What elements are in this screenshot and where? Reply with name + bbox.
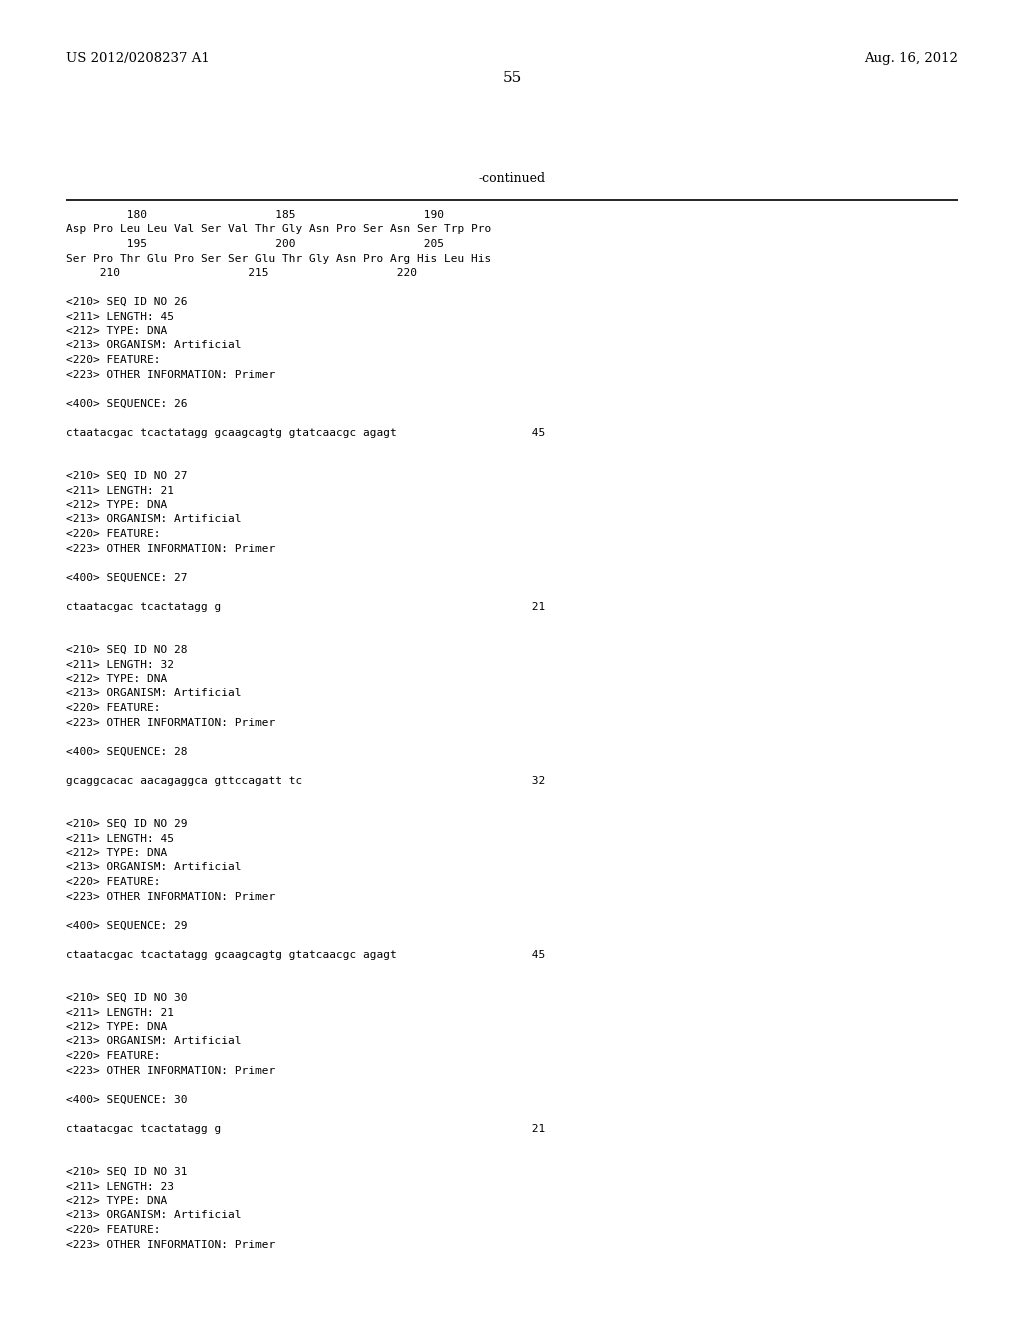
Text: 55: 55 <box>503 71 521 84</box>
Text: ctaatacgac tcactatagg g                                              21: ctaatacgac tcactatagg g 21 <box>66 602 545 611</box>
Text: <213> ORGANISM: Artificial: <213> ORGANISM: Artificial <box>66 1210 242 1221</box>
Text: <213> ORGANISM: Artificial: <213> ORGANISM: Artificial <box>66 1036 242 1047</box>
Text: <212> TYPE: DNA: <212> TYPE: DNA <box>66 1196 167 1206</box>
Text: <210> SEQ ID NO 31: <210> SEQ ID NO 31 <box>66 1167 187 1177</box>
Text: <210> SEQ ID NO 28: <210> SEQ ID NO 28 <box>66 645 187 655</box>
Text: <220> FEATURE:: <220> FEATURE: <box>66 704 161 713</box>
Text: <212> TYPE: DNA: <212> TYPE: DNA <box>66 1022 167 1032</box>
Text: ctaatacgac tcactatagg gcaagcagtg gtatcaacgc agagt                    45: ctaatacgac tcactatagg gcaagcagtg gtatcaa… <box>66 428 545 437</box>
Text: <400> SEQUENCE: 29: <400> SEQUENCE: 29 <box>66 920 187 931</box>
Text: <210> SEQ ID NO 26: <210> SEQ ID NO 26 <box>66 297 187 308</box>
Text: <213> ORGANISM: Artificial: <213> ORGANISM: Artificial <box>66 862 242 873</box>
Text: <212> TYPE: DNA: <212> TYPE: DNA <box>66 500 167 510</box>
Text: <220> FEATURE:: <220> FEATURE: <box>66 1051 161 1061</box>
Text: <400> SEQUENCE: 27: <400> SEQUENCE: 27 <box>66 573 187 582</box>
Text: <220> FEATURE:: <220> FEATURE: <box>66 529 161 539</box>
Text: -continued: -continued <box>478 172 546 185</box>
Text: <213> ORGANISM: Artificial: <213> ORGANISM: Artificial <box>66 515 242 524</box>
Text: gcaggcacac aacagaggca gttccagatt tc                                  32: gcaggcacac aacagaggca gttccagatt tc 32 <box>66 776 545 785</box>
Text: <220> FEATURE:: <220> FEATURE: <box>66 876 161 887</box>
Text: 210                   215                   220: 210 215 220 <box>66 268 417 279</box>
Text: <212> TYPE: DNA: <212> TYPE: DNA <box>66 675 167 684</box>
Text: <213> ORGANISM: Artificial: <213> ORGANISM: Artificial <box>66 341 242 351</box>
Text: <211> LENGTH: 32: <211> LENGTH: 32 <box>66 660 174 669</box>
Text: <212> TYPE: DNA: <212> TYPE: DNA <box>66 326 167 337</box>
Text: <400> SEQUENCE: 30: <400> SEQUENCE: 30 <box>66 1094 187 1105</box>
Text: <400> SEQUENCE: 28: <400> SEQUENCE: 28 <box>66 747 187 756</box>
Text: ctaatacgac tcactatagg gcaagcagtg gtatcaacgc agagt                    45: ctaatacgac tcactatagg gcaagcagtg gtatcaa… <box>66 949 545 960</box>
Text: <210> SEQ ID NO 30: <210> SEQ ID NO 30 <box>66 993 187 1003</box>
Text: <400> SEQUENCE: 26: <400> SEQUENCE: 26 <box>66 399 187 408</box>
Text: <223> OTHER INFORMATION: Primer: <223> OTHER INFORMATION: Primer <box>66 1065 275 1076</box>
Text: <211> LENGTH: 45: <211> LENGTH: 45 <box>66 312 174 322</box>
Text: <220> FEATURE:: <220> FEATURE: <box>66 355 161 366</box>
Text: <223> OTHER INFORMATION: Primer: <223> OTHER INFORMATION: Primer <box>66 1239 275 1250</box>
Text: <223> OTHER INFORMATION: Primer: <223> OTHER INFORMATION: Primer <box>66 891 275 902</box>
Text: <223> OTHER INFORMATION: Primer: <223> OTHER INFORMATION: Primer <box>66 718 275 727</box>
Text: <211> LENGTH: 21: <211> LENGTH: 21 <box>66 1007 174 1018</box>
Text: <220> FEATURE:: <220> FEATURE: <box>66 1225 161 1236</box>
Text: <210> SEQ ID NO 29: <210> SEQ ID NO 29 <box>66 818 187 829</box>
Text: <223> OTHER INFORMATION: Primer: <223> OTHER INFORMATION: Primer <box>66 544 275 553</box>
Text: 180                   185                   190: 180 185 190 <box>66 210 444 220</box>
Text: US 2012/0208237 A1: US 2012/0208237 A1 <box>66 51 210 65</box>
Text: <211> LENGTH: 21: <211> LENGTH: 21 <box>66 486 174 495</box>
Text: 195                   200                   205: 195 200 205 <box>66 239 444 249</box>
Text: <223> OTHER INFORMATION: Primer: <223> OTHER INFORMATION: Primer <box>66 370 275 380</box>
Text: <213> ORGANISM: Artificial: <213> ORGANISM: Artificial <box>66 689 242 698</box>
Text: <212> TYPE: DNA: <212> TYPE: DNA <box>66 847 167 858</box>
Text: ctaatacgac tcactatagg g                                              21: ctaatacgac tcactatagg g 21 <box>66 1123 545 1134</box>
Text: <211> LENGTH: 45: <211> LENGTH: 45 <box>66 833 174 843</box>
Text: Asp Pro Leu Leu Val Ser Val Thr Gly Asn Pro Ser Asn Ser Trp Pro: Asp Pro Leu Leu Val Ser Val Thr Gly Asn … <box>66 224 492 235</box>
Text: <210> SEQ ID NO 27: <210> SEQ ID NO 27 <box>66 471 187 480</box>
Text: <211> LENGTH: 23: <211> LENGTH: 23 <box>66 1181 174 1192</box>
Text: Ser Pro Thr Glu Pro Ser Ser Glu Thr Gly Asn Pro Arg His Leu His: Ser Pro Thr Glu Pro Ser Ser Glu Thr Gly … <box>66 253 492 264</box>
Text: Aug. 16, 2012: Aug. 16, 2012 <box>864 51 958 65</box>
